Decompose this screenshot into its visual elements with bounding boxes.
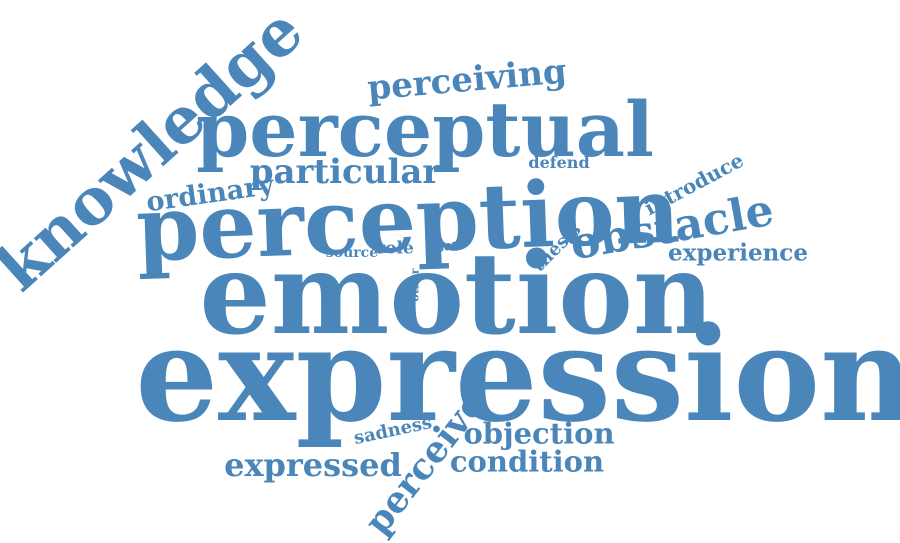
word-role: role: [376, 238, 414, 259]
word-objection: objection: [463, 416, 615, 451]
word-expression: expression: [135, 298, 900, 451]
word-emotion: emotion: [199, 229, 715, 360]
word-experience: experience: [668, 239, 808, 267]
word-expressed: expressed: [224, 446, 402, 484]
word-particular: particular: [249, 152, 441, 192]
word-condition: condition: [449, 444, 605, 479]
word-defend: defend: [528, 153, 590, 172]
word-source: source: [325, 245, 379, 261]
word-perceptual: perceptual: [196, 85, 654, 174]
